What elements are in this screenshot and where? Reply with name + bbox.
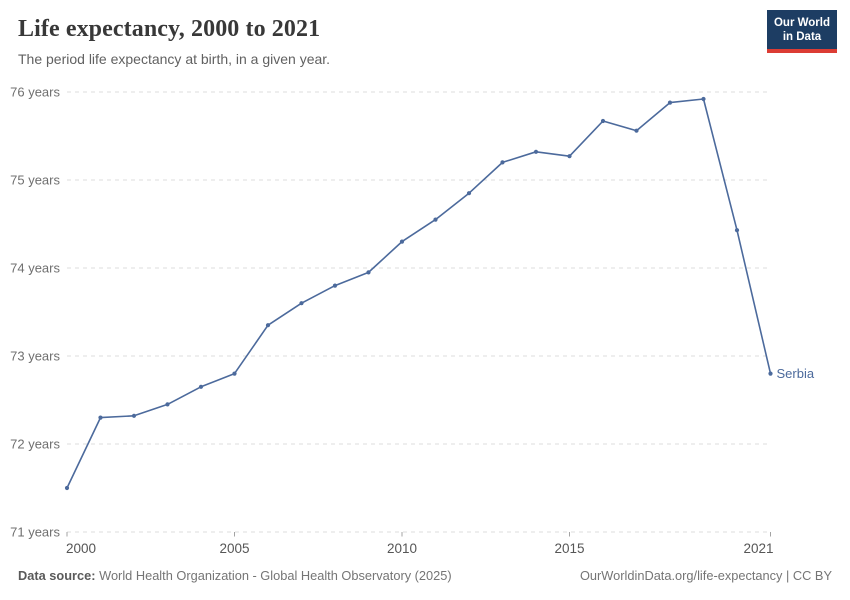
y-axis-label: 74 years (10, 261, 60, 276)
data-point (131, 413, 137, 418)
data-point (466, 191, 472, 196)
x-axis-label: 2010 (387, 541, 417, 556)
owid-logo-line1: Our World (773, 16, 830, 29)
data-point (64, 485, 70, 491)
chart-footer: Data source: World Health Organization -… (18, 568, 832, 583)
x-axis-label: 2000 (66, 541, 96, 556)
y-axis-label: 71 years (10, 525, 60, 540)
data-point (533, 149, 539, 154)
x-axis-label: 2005 (219, 541, 249, 556)
y-axis-label: 75 years (10, 173, 60, 188)
data-point (734, 228, 740, 233)
line-chart: 71 years 72 years 73 years 74 years 75 years… (0, 72, 850, 569)
data-point (299, 301, 304, 306)
data-point (399, 239, 405, 244)
data-point (265, 323, 271, 328)
data-point (98, 415, 103, 420)
x-axis-label: 2021 (743, 541, 773, 556)
data-point (600, 118, 606, 124)
series-line (66, 98, 772, 489)
data-point (567, 154, 572, 159)
data-point (667, 100, 673, 105)
owid-logo[interactable]: Our World in Data (767, 10, 837, 53)
owid-url-link[interactable]: OurWorldinData.org/life-expectancy (579, 568, 783, 583)
y-axis-label: 73 years (10, 349, 60, 364)
data-point (500, 160, 505, 165)
y-axis-label: 76 years (10, 85, 60, 100)
page-subtitle: The period life expectancy at birth, in … (18, 51, 331, 67)
data-point (366, 270, 371, 275)
data-point (232, 371, 237, 376)
data-source-label: Data source: (18, 568, 96, 583)
data-point (165, 402, 170, 407)
license-separator: | (782, 568, 793, 583)
data-source-note: Data source: World Health Organization -… (18, 568, 452, 583)
owid-logo-line2: in Data (782, 30, 822, 43)
series-label: Serbia (777, 366, 815, 381)
data-point (433, 217, 438, 222)
data-point (198, 384, 204, 389)
x-axis-label: 2015 (554, 541, 584, 556)
license-note: OurWorldinData.org/life-expectancy | CC … (580, 568, 832, 583)
chart-header: Life expectancy, 2000 to 2021 The period… (18, 16, 330, 67)
data-point (634, 128, 639, 133)
y-axis-label: 72 years (10, 437, 60, 452)
data-point (332, 283, 338, 288)
data-point (701, 96, 706, 102)
license-label: CC BY (792, 568, 832, 583)
page-title: Life expectancy, 2000 to 2021 (18, 16, 321, 42)
chart-canvas: 71 years 72 years 73 years 74 years 75 years… (10, 85, 815, 557)
data-point (768, 371, 773, 376)
data-source-value: World Health Organization - Global Healt… (99, 568, 452, 583)
